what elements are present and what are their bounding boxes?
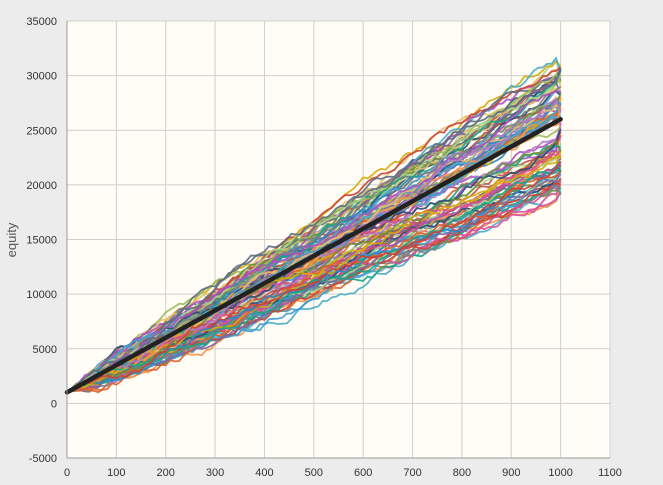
axes	[66, 21, 610, 459]
y-tick-label: 15000	[26, 235, 57, 247]
series-line	[66, 151, 562, 394]
y-axis-title: equity	[4, 222, 19, 257]
series-line	[66, 86, 562, 394]
series-line	[66, 160, 562, 394]
y-tick-label: 30000	[26, 71, 57, 83]
y-tick-label: 0	[51, 398, 57, 410]
mean-line	[64, 117, 563, 395]
x-tick-label: 1000	[548, 467, 572, 479]
x-tick-label: 400	[255, 467, 273, 479]
series-line	[66, 70, 562, 394]
x-tick-label: 100	[107, 467, 125, 479]
series-line	[66, 178, 562, 394]
mean-line-layer	[64, 117, 563, 395]
tick-labels: 0 100 200 300 400 500 600 700 800 900 1000 1100 -500…	[26, 16, 621, 479]
y-tick-label: 20000	[26, 180, 57, 192]
x-tick-label: 200	[157, 467, 175, 479]
series-line	[66, 102, 562, 394]
y-tick-label: 10000	[26, 289, 57, 301]
x-tick-label: 1100	[598, 467, 622, 479]
x-tick-label: 900	[502, 467, 520, 479]
y-tick-label: 35000	[26, 16, 57, 28]
y-tick-label: 25000	[26, 125, 57, 137]
x-tick-label: 500	[305, 467, 323, 479]
x-tick-label: 800	[453, 467, 471, 479]
x-tick-label: 600	[354, 467, 372, 479]
series-line	[66, 154, 561, 394]
x-tick-label: 300	[206, 467, 224, 479]
series-line	[66, 66, 562, 394]
y-tick-label: -5000	[29, 453, 57, 465]
y-tick-label: 5000	[33, 344, 57, 356]
x-tick-label: 0	[64, 467, 70, 479]
x-tick-label: 700	[403, 467, 421, 479]
series-line	[66, 168, 561, 394]
